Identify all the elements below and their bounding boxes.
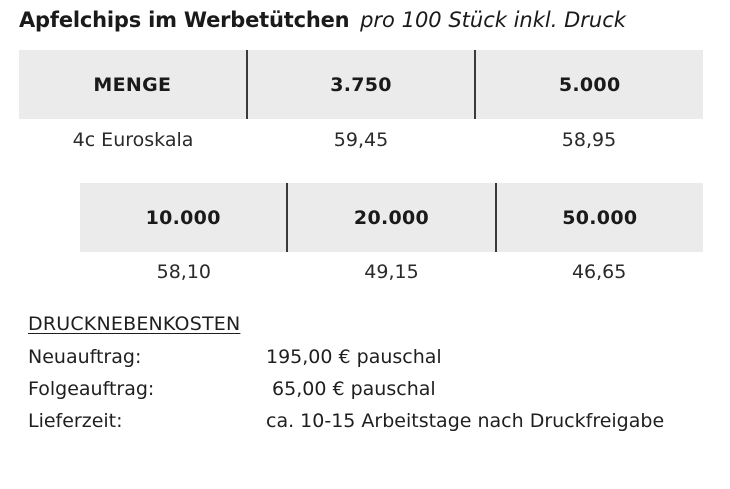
print-costs-section: DRUCKNEBENKOSTEN Neuauftrag: 195,00 € pa… xyxy=(28,313,664,437)
table2-price-1: 58,10 xyxy=(156,261,212,283)
cost-row-delivery-time: Lieferzeit: ca. 10-15 Arbeitstage nach D… xyxy=(28,405,664,437)
cost-value: 195,00 € pauschal xyxy=(266,346,442,368)
table2-price-3: 46,65 xyxy=(571,261,627,283)
cost-row-new-order: Neuauftrag: 195,00 € pauschal xyxy=(28,341,664,373)
table2-header-qty-1: 10.000 xyxy=(145,206,221,229)
cost-label: Neuauftrag: xyxy=(28,346,142,368)
table1-price-2: 58,95 xyxy=(561,129,617,151)
table2-price-2: 49,15 xyxy=(364,261,419,283)
cost-label: Folgeauftrag: xyxy=(28,378,155,400)
table2-header-qty-2: 20.000 xyxy=(286,183,494,252)
table1-header-row: MENGE 3.750 5.000 xyxy=(19,50,703,119)
table2-value-row: 58,10 49,15 46,65 xyxy=(80,256,703,288)
table1-price-1: 59,45 xyxy=(333,129,389,151)
page-title: Apfelchips im Werbetütchen pro 100 Stück… xyxy=(19,8,626,32)
cost-value: ca. 10-15 Arbeitstage nach Druckfreigabe xyxy=(266,410,665,432)
cost-label: Lieferzeit: xyxy=(28,410,123,432)
table2-header-row: 10.000 20.000 50.000 xyxy=(80,183,703,252)
cost-row-follow-order: Folgeauftrag: 65,00 € pauschal xyxy=(28,373,664,405)
table1-header-qty-1: 3.750 xyxy=(245,50,475,119)
table1-row-label: 4c Euroskala xyxy=(72,129,194,151)
print-costs-heading: DRUCKNEBENKOSTEN xyxy=(28,313,241,335)
title-main: Apfelchips im Werbetütchen xyxy=(19,8,350,32)
table1-header-menge: MENGE xyxy=(93,73,172,96)
table1-value-row: 4c Euroskala 59,45 58,95 xyxy=(19,124,703,156)
title-subtitle: pro 100 Stück inkl. Druck xyxy=(360,8,626,32)
table2-header-qty-3: 50.000 xyxy=(494,183,703,252)
cost-value: 65,00 € pauschal xyxy=(266,378,436,400)
table1-header-qty-2: 5.000 xyxy=(474,50,703,119)
